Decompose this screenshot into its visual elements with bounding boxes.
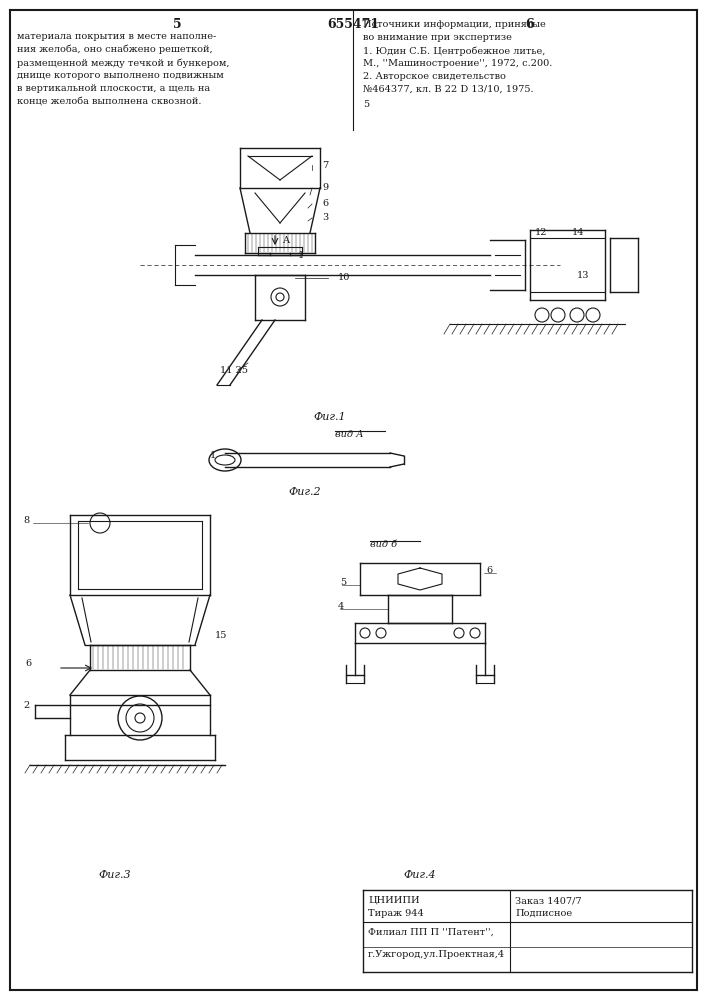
Text: 6: 6 [322, 200, 328, 209]
Text: 5: 5 [340, 578, 346, 587]
Text: вид б: вид б [370, 540, 397, 549]
Text: г.Ужгород,ул.Проектная,4: г.Ужгород,ул.Проектная,4 [368, 950, 505, 959]
Text: №464377, кл. В 22 D 13/10, 1975.: №464377, кл. В 22 D 13/10, 1975. [363, 85, 534, 94]
Text: материала покрытия в месте наполне-: материала покрытия в месте наполне- [17, 32, 216, 41]
Text: Заказ 1407/7: Заказ 1407/7 [515, 896, 582, 905]
Text: 1: 1 [210, 451, 216, 460]
Text: 6: 6 [486, 566, 492, 575]
Text: ЦНИИПИ: ЦНИИПИ [368, 896, 420, 905]
Text: 655471: 655471 [327, 18, 379, 31]
Text: М., ''Машиностроение'', 1972, с.200.: М., ''Машиностроение'', 1972, с.200. [363, 59, 552, 68]
Text: конце желоба выполнена сквозной.: конце желоба выполнена сквозной. [17, 97, 201, 106]
Text: 9: 9 [322, 184, 328, 192]
Text: 1: 1 [298, 251, 304, 260]
Text: 10: 10 [338, 273, 351, 282]
Text: Фиг.3: Фиг.3 [99, 870, 132, 880]
Text: 6: 6 [526, 18, 534, 31]
Text: Тираж 944: Тираж 944 [368, 909, 423, 918]
Text: 8: 8 [23, 516, 29, 525]
Text: Фиг.4: Фиг.4 [404, 870, 436, 880]
Text: 7: 7 [322, 160, 328, 169]
Text: A: A [282, 236, 289, 245]
Text: 3: 3 [322, 214, 328, 223]
Text: 15: 15 [215, 631, 228, 640]
Text: 2. Авторское свидетельство: 2. Авторское свидетельство [363, 72, 506, 81]
Text: 12: 12 [535, 228, 547, 237]
Text: днище которого выполнено подвижным: днище которого выполнено подвижным [17, 71, 223, 80]
Text: 2: 2 [23, 701, 29, 710]
Text: размещенной между течкой и бункером,: размещенной между течкой и бункером, [17, 58, 230, 68]
Text: Филиал ПП П ''Патент'',: Филиал ПП П ''Патент'', [368, 928, 493, 937]
Text: Фиг.1: Фиг.1 [314, 412, 346, 422]
Text: 6: 6 [25, 659, 31, 668]
Text: 5: 5 [173, 18, 181, 31]
Text: 5: 5 [363, 100, 369, 109]
Text: во внимание при экспертизе: во внимание при экспертизе [363, 33, 512, 42]
Text: 11 25: 11 25 [220, 366, 248, 375]
Text: 1. Юдин С.Б. Центробежное литье,: 1. Юдин С.Б. Центробежное литье, [363, 46, 545, 55]
Text: 13: 13 [577, 271, 590, 280]
Text: 4: 4 [338, 602, 344, 611]
Text: ния желоба, оно снабжено решеткой,: ния желоба, оно снабжено решеткой, [17, 45, 213, 54]
Text: вид А: вид А [335, 430, 363, 439]
Text: Подписное: Подписное [515, 909, 572, 918]
Text: Источники информации, принятые: Источники информации, принятые [363, 20, 546, 29]
Text: 14: 14 [572, 228, 585, 237]
Text: в вертикальной плоскости, а щель на: в вертикальной плоскости, а щель на [17, 84, 210, 93]
Text: Фиг.2: Фиг.2 [288, 487, 321, 497]
